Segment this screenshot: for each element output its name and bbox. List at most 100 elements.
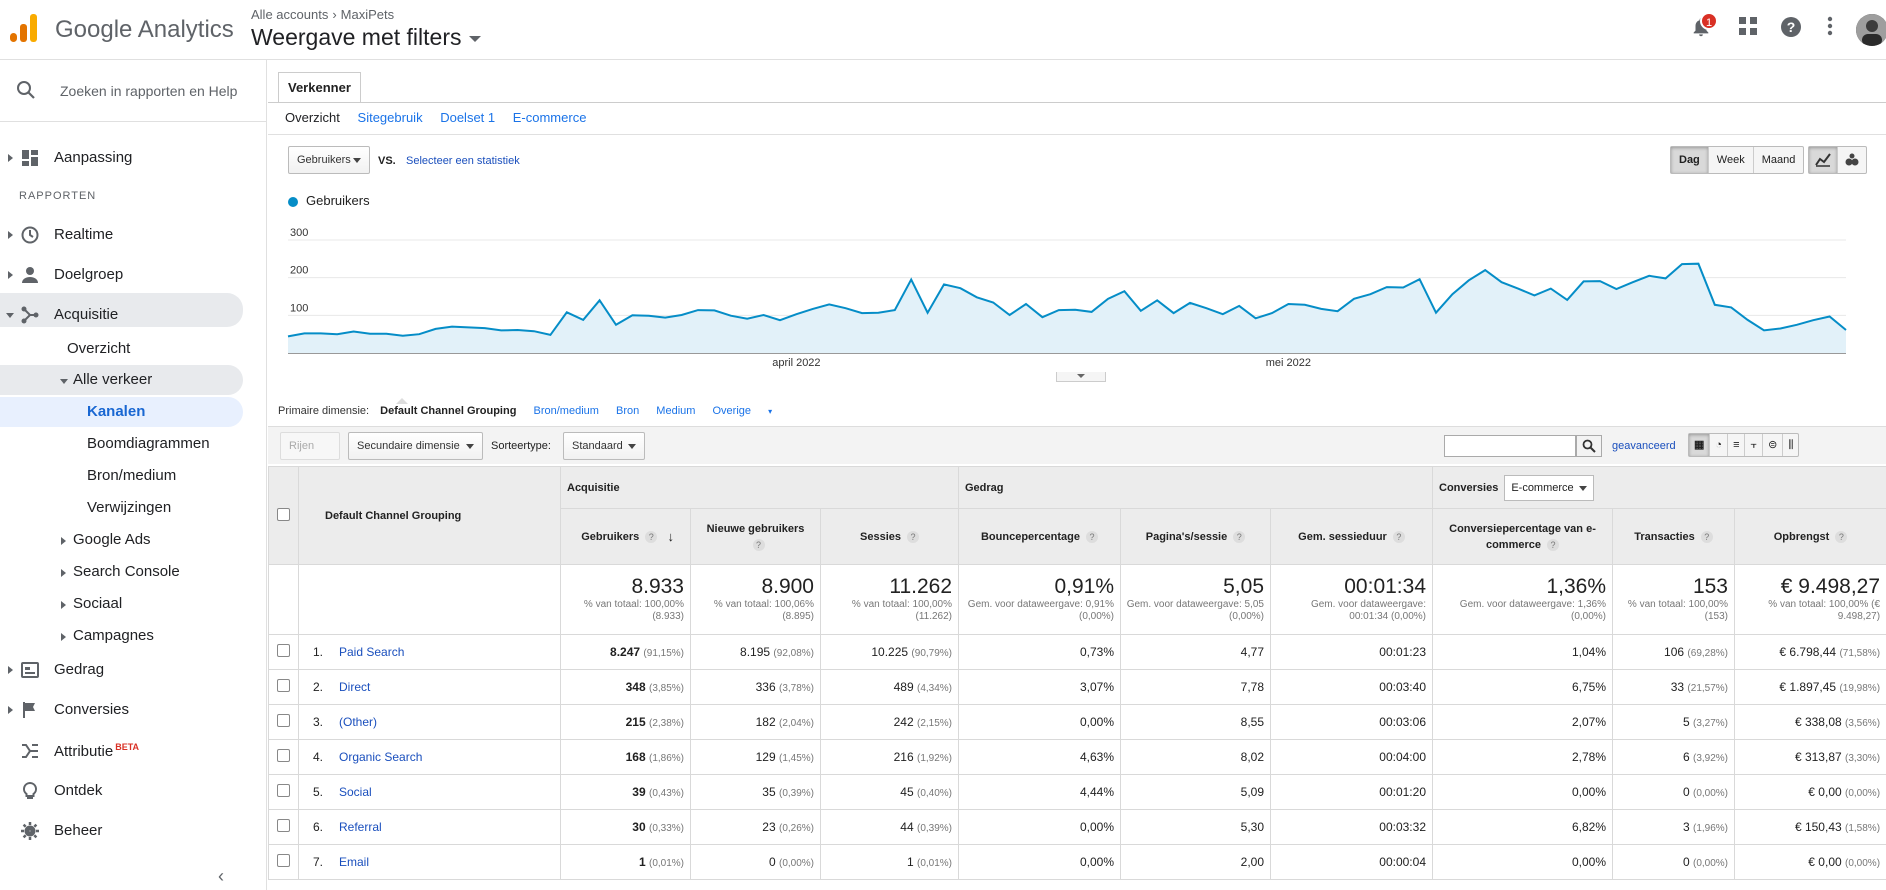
nav-channels[interactable]: Kanalen xyxy=(87,403,146,420)
dim-other[interactable]: Overige ▾ xyxy=(712,405,786,417)
pie-view-icon[interactable]: ◔ xyxy=(1710,434,1729,456)
crumb-account[interactable]: Alle accounts xyxy=(251,7,329,22)
channel-link[interactable]: Social xyxy=(339,785,372,799)
comparison-view-icon[interactable]: ⫟ xyxy=(1745,434,1764,456)
channel-link[interactable]: Paid Search xyxy=(339,645,405,659)
nav-admin[interactable]: Beheer xyxy=(0,813,267,849)
nav-customization[interactable]: Aanpassing xyxy=(0,140,267,176)
row-checkbox[interactable] xyxy=(277,644,290,657)
granularity-day[interactable]: Dag xyxy=(1671,147,1709,173)
row-checkbox[interactable] xyxy=(277,854,290,867)
advanced-filter-link[interactable]: geavanceerd xyxy=(1612,440,1676,452)
help-icon[interactable]: ? xyxy=(645,530,658,543)
dim-default-channel[interactable]: Default Channel Grouping xyxy=(380,405,517,417)
nav-attribution[interactable]: Attributie BETA xyxy=(0,733,267,769)
granularity-month[interactable]: Maand xyxy=(1761,154,1796,166)
nav-campaigns[interactable]: Campagnes xyxy=(61,627,154,644)
analytics-logo[interactable] xyxy=(10,14,40,42)
column-header[interactable]: Conversiepercentage van e-commerce? xyxy=(1432,508,1613,565)
column-header[interactable]: ↓ Gebruikers? xyxy=(560,508,691,565)
column-header[interactable]: Pagina's/sessie? xyxy=(1120,508,1271,565)
line-chart-icon[interactable] xyxy=(1809,147,1838,173)
dim-source-medium[interactable]: Bron/medium xyxy=(533,405,599,417)
tab-explorer[interactable]: Verkenner xyxy=(278,72,361,102)
help-icon[interactable]: ? xyxy=(1778,16,1804,42)
conversion-type-select[interactable]: E-commerce xyxy=(1504,474,1595,501)
table-view-icon[interactable]: ▦ xyxy=(1689,434,1711,456)
nav-conversions[interactable]: Conversies xyxy=(0,692,267,728)
row-checkbox[interactable] xyxy=(277,749,290,762)
channel-link[interactable]: (Other) xyxy=(339,715,378,729)
select-metric-link[interactable]: Selecteer een statistiek xyxy=(406,155,520,167)
dim-medium[interactable]: Medium xyxy=(656,405,696,417)
table-filter-input[interactable] xyxy=(1444,435,1576,457)
nav-behavior[interactable]: Gedrag xyxy=(0,652,267,688)
nav-treemaps[interactable]: Boomdiagrammen xyxy=(87,435,210,452)
subtab-ecommerce[interactable]: E-commerce xyxy=(512,110,587,125)
column-header[interactable]: Bouncepercentage? xyxy=(958,508,1121,565)
performance-view-icon[interactable]: ≡ xyxy=(1728,434,1746,456)
nav-audience[interactable]: Doelgroep xyxy=(0,257,267,293)
help-icon[interactable]: ? xyxy=(752,538,765,551)
secondary-dimension-select[interactable]: Secundaire dimensie xyxy=(348,432,483,460)
motion-chart-icon[interactable] xyxy=(1838,147,1866,173)
term-cloud-view-icon[interactable]: ⊜ xyxy=(1763,434,1784,456)
column-header[interactable]: Gem. sessieduur? xyxy=(1270,508,1433,565)
nav-source-medium[interactable]: Bron/medium xyxy=(87,467,177,484)
dim-source[interactable]: Bron xyxy=(615,405,640,417)
sort-type-select[interactable]: Standaard xyxy=(563,432,645,460)
pivot-view-icon[interactable]: ⫼ xyxy=(1788,439,1794,451)
nav-referrals[interactable]: Verwijzingen xyxy=(87,499,172,516)
dimension-header[interactable]: Default Channel Grouping xyxy=(298,466,561,565)
channel-link[interactable]: Referral xyxy=(339,820,382,834)
channel-link[interactable]: Email xyxy=(339,855,370,869)
nav-search-console[interactable]: Search Console xyxy=(61,563,180,580)
search-input[interactable]: Zoeken in rapporten en Help xyxy=(60,83,238,99)
channel-link[interactable]: Direct xyxy=(339,680,371,694)
caret-down-icon xyxy=(469,35,482,42)
metric-select[interactable]: Gebruikers xyxy=(288,146,370,174)
crumb-property[interactable]: MaxiPets xyxy=(340,7,395,22)
help-icon[interactable]: ? xyxy=(1392,530,1405,543)
nav-all-traffic[interactable]: Alle verkeer xyxy=(60,371,152,388)
channel-link[interactable]: Organic Search xyxy=(339,750,423,764)
breadcrumb[interactable]: Alle accounts › MaxiPets xyxy=(251,7,394,22)
column-header[interactable]: Sessies? xyxy=(820,508,959,565)
row-checkbox[interactable] xyxy=(277,714,290,727)
column-header[interactable]: Transacties? xyxy=(1612,508,1735,565)
subtab-site-usage[interactable]: Sitegebruik xyxy=(357,110,423,125)
subtab-goal-set[interactable]: Doelset 1 xyxy=(440,110,496,125)
total-sub: Gem. voor dataweergave: 00:01:34 (0,00%) xyxy=(1310,599,1426,622)
collapse-sidebar-icon[interactable]: ‹ xyxy=(218,866,224,886)
view-selector[interactable]: Weergave met filters xyxy=(251,24,482,51)
subtab-overview[interactable]: Overzicht xyxy=(285,110,340,125)
help-icon[interactable]: ? xyxy=(1700,530,1713,543)
chart-expand-handle[interactable] xyxy=(1056,372,1106,382)
show-rows-button[interactable]: Rijen tonen xyxy=(280,432,340,478)
apps-grid-icon[interactable] xyxy=(1735,16,1761,42)
nav-social[interactable]: Sociaal xyxy=(61,595,122,612)
help-icon[interactable]: ? xyxy=(1835,530,1848,543)
column-header[interactable]: Opbrengst? xyxy=(1733,508,1886,565)
help-icon[interactable]: ? xyxy=(1547,538,1560,551)
nav-google-ads[interactable]: Google Ads xyxy=(61,531,151,548)
users-chart[interactable]: 100 200 300 april 2022 mei 2022 xyxy=(268,210,1886,410)
more-vert-icon[interactable] xyxy=(1817,16,1843,42)
help-icon[interactable]: ? xyxy=(906,530,919,543)
table-search-button[interactable] xyxy=(1576,435,1602,457)
nav-realtime[interactable]: Realtime xyxy=(0,217,267,253)
select-all-checkbox[interactable] xyxy=(277,507,290,521)
row-checkbox[interactable] xyxy=(277,679,290,692)
help-icon[interactable]: ? xyxy=(1233,530,1246,543)
help-icon[interactable]: ? xyxy=(1086,530,1099,543)
row-checkbox[interactable] xyxy=(277,784,290,797)
series-legend-label[interactable]: Gebruikers xyxy=(306,193,370,208)
granularity-week[interactable]: Week xyxy=(1709,147,1754,173)
column-header[interactable]: Nieuwe gebruikers? xyxy=(690,508,821,565)
avatar[interactable] xyxy=(1856,14,1886,46)
nav-acq-overview[interactable]: Overzicht xyxy=(67,340,131,357)
nav-discover[interactable]: Ontdek xyxy=(0,773,267,809)
row-checkbox[interactable] xyxy=(277,819,290,832)
nav-acquisition[interactable]: Acquisitie xyxy=(0,297,267,333)
report-search[interactable]: Zoeken in rapporten en Help xyxy=(0,60,267,122)
